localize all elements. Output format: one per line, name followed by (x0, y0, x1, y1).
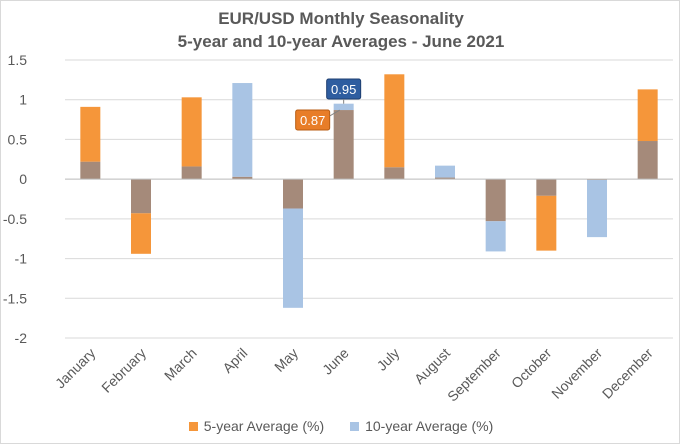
bar-overlap-july (384, 167, 405, 180)
y-tick-label: -1 (15, 251, 28, 267)
x-tick-label: February (98, 345, 149, 396)
y-tick-label: -0.5 (3, 211, 27, 227)
y-tick-label: 0.5 (8, 131, 28, 147)
x-tick-label: September (444, 345, 504, 405)
x-tick-label: March (161, 345, 200, 384)
x-tick-label: November (548, 345, 605, 402)
legend-label-5yr: 5-year Average (%) (203, 418, 325, 434)
bar-10yr-june (333, 103, 354, 111)
legend-item-10yr: 10-year Average (%) (350, 418, 493, 434)
y-tick-label: 1.5 (8, 52, 28, 68)
bar-5yr-january (80, 106, 101, 162)
x-tick-label: December (599, 345, 656, 402)
bar-5yr-july (384, 74, 405, 168)
x-tick-label: August (411, 345, 453, 387)
y-tick-label: 1 (19, 92, 27, 108)
bar-5yr-february (131, 213, 151, 254)
x-tick-label: October (508, 345, 555, 392)
legend: 5-year Average (%) 10-year Average (%) (1, 418, 680, 434)
y-tick-label: -2 (15, 330, 28, 346)
legend-swatch-5yr (188, 421, 198, 431)
legend-swatch-10yr (350, 421, 360, 431)
y-tick-label: 0 (19, 171, 27, 187)
legend-item-5yr: 5-year Average (%) (188, 418, 325, 434)
annotation-box-5yr (295, 109, 331, 131)
y-tick-label: -1.5 (3, 290, 27, 306)
bar-overlap-december (637, 141, 658, 180)
bar-overlap-march (181, 166, 202, 180)
x-tick-label: July (374, 345, 403, 374)
bar-10yr-april (232, 83, 253, 177)
bar-overlap-april (232, 176, 253, 180)
x-tick-label: April (219, 345, 250, 376)
x-tick-label: May (271, 345, 301, 375)
bar-5yr-october (536, 195, 557, 251)
annotation-leader-5yr (329, 109, 340, 117)
bar-overlap-may (283, 179, 303, 209)
bar-overlap-february (131, 179, 151, 214)
chart-title: EUR/USD Monthly Seasonality (218, 9, 464, 28)
annotation-label-10yr: 0.95 (331, 82, 356, 97)
x-tick-label: June (319, 345, 352, 378)
x-tick-label: January (52, 345, 99, 392)
bar-overlap-september (485, 179, 506, 222)
bar-5yr-march (181, 97, 202, 167)
bar-10yr-may (283, 208, 303, 308)
bar-overlap-october (536, 179, 557, 196)
bar-overlap-january (80, 161, 101, 180)
chart-subtitle: 5-year and 10-year Averages - June 2021 (177, 32, 505, 51)
annotation-label-5yr: 0.87 (300, 113, 325, 128)
bar-10yr-november (587, 179, 607, 238)
bar-10yr-september (485, 221, 506, 252)
bar-overlap-june (333, 110, 354, 180)
legend-label-10yr: 10-year Average (%) (365, 418, 494, 434)
bar-overlap-august (435, 177, 455, 180)
bar-10yr-august (435, 165, 455, 178)
bar-5yr-december (637, 89, 658, 142)
